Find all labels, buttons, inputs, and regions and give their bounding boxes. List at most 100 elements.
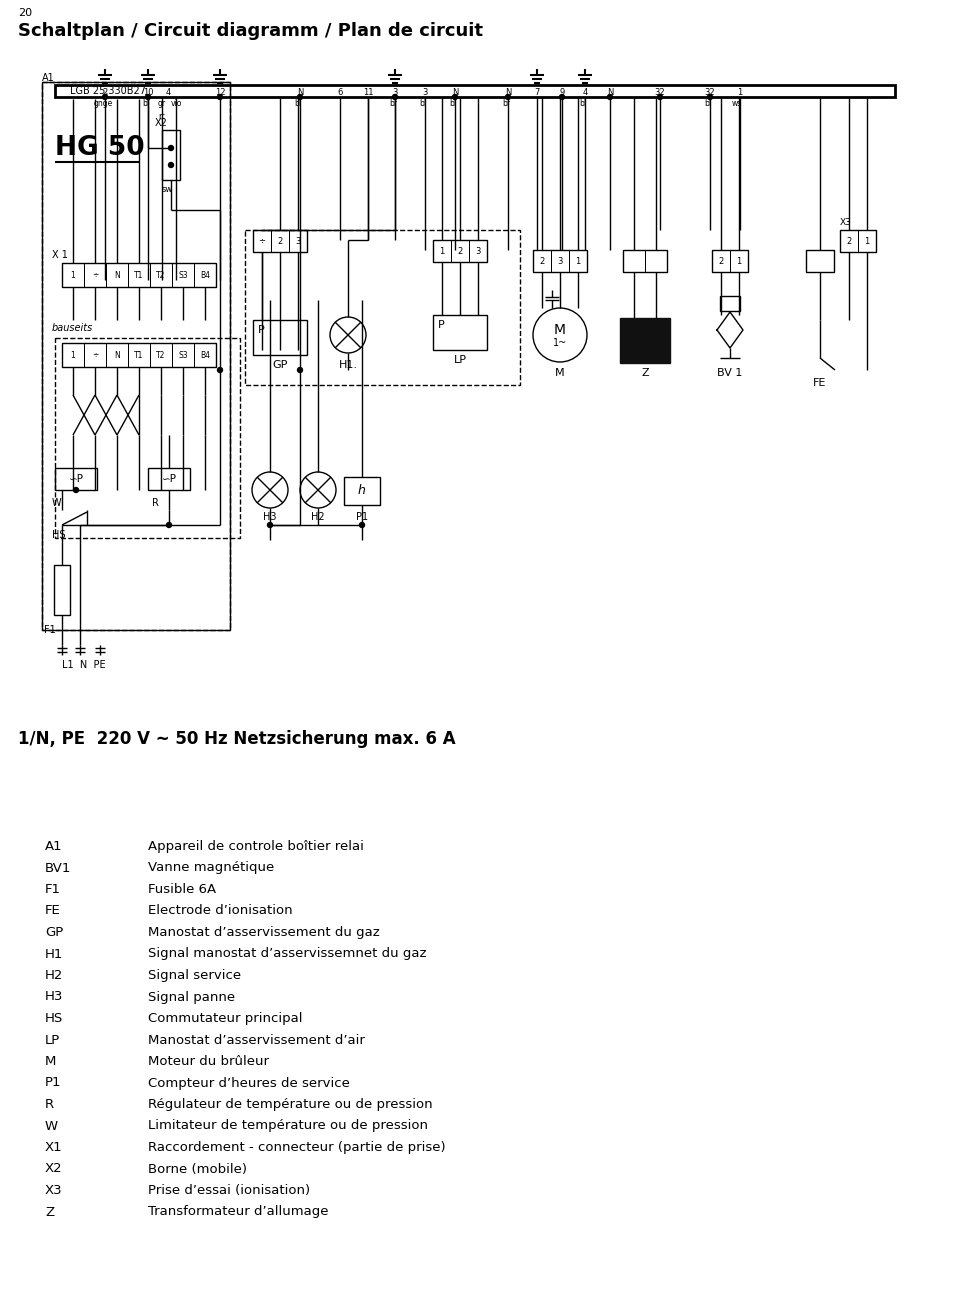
Circle shape bbox=[452, 94, 458, 99]
Bar bbox=[623, 250, 667, 273]
Text: 2: 2 bbox=[718, 257, 724, 266]
Text: Z: Z bbox=[641, 368, 649, 378]
Bar bbox=[84, 263, 106, 287]
Circle shape bbox=[359, 523, 365, 528]
Text: Z: Z bbox=[45, 1205, 54, 1218]
Bar bbox=[720, 296, 740, 310]
Text: N: N bbox=[505, 87, 511, 96]
Text: 10: 10 bbox=[143, 87, 154, 96]
Text: X2: X2 bbox=[45, 1162, 62, 1175]
Text: Commutateur principal: Commutateur principal bbox=[148, 1012, 302, 1025]
Text: Compteur d’heures de service: Compteur d’heures de service bbox=[148, 1077, 349, 1090]
Circle shape bbox=[169, 163, 174, 167]
Text: HS: HS bbox=[45, 1012, 63, 1025]
Text: R: R bbox=[45, 1098, 54, 1111]
Text: Schaltplan / Circuit diagramm / Plan de circuit: Schaltplan / Circuit diagramm / Plan de … bbox=[18, 22, 483, 40]
Text: bl: bl bbox=[295, 99, 301, 108]
Text: X1: X1 bbox=[45, 1141, 62, 1154]
Circle shape bbox=[298, 368, 302, 373]
Text: 4: 4 bbox=[165, 87, 171, 96]
Circle shape bbox=[658, 94, 662, 99]
Text: 1: 1 bbox=[736, 257, 742, 266]
Text: 1~: 1~ bbox=[553, 338, 567, 348]
Bar bbox=[840, 230, 876, 252]
Text: sw: sw bbox=[162, 185, 173, 194]
Text: W: W bbox=[45, 1120, 59, 1132]
Text: bl: bl bbox=[142, 99, 150, 108]
Text: Electrode d’ionisation: Electrode d’ionisation bbox=[148, 905, 293, 918]
Text: P: P bbox=[258, 325, 265, 335]
Text: H1: H1 bbox=[45, 948, 63, 961]
Text: Moteur du brûleur: Moteur du brûleur bbox=[148, 1055, 269, 1068]
Bar bbox=[55, 85, 895, 96]
Bar bbox=[62, 263, 84, 287]
Bar bbox=[42, 82, 230, 630]
Bar bbox=[148, 468, 190, 490]
Text: H1.: H1. bbox=[339, 360, 357, 370]
Circle shape bbox=[74, 488, 79, 493]
Text: Manostat d’asservissement d’air: Manostat d’asservissement d’air bbox=[148, 1034, 365, 1047]
Text: 2: 2 bbox=[103, 87, 108, 96]
Text: 3: 3 bbox=[393, 87, 397, 96]
Text: T1: T1 bbox=[134, 351, 144, 360]
Text: br: br bbox=[502, 99, 510, 108]
Text: A1: A1 bbox=[45, 840, 62, 853]
Text: N: N bbox=[114, 270, 120, 279]
Bar bbox=[253, 319, 307, 355]
Text: 3: 3 bbox=[296, 236, 300, 245]
Circle shape bbox=[103, 94, 108, 99]
Text: bl: bl bbox=[449, 99, 457, 108]
Circle shape bbox=[268, 523, 273, 528]
Text: B4: B4 bbox=[200, 351, 210, 360]
Text: S3: S3 bbox=[179, 351, 188, 360]
Bar bbox=[620, 318, 670, 363]
Bar bbox=[162, 130, 180, 180]
Bar bbox=[55, 338, 240, 539]
Text: BV 1: BV 1 bbox=[717, 368, 743, 378]
Circle shape bbox=[608, 94, 612, 99]
Bar bbox=[289, 230, 307, 252]
Bar bbox=[730, 250, 748, 273]
Text: M: M bbox=[45, 1055, 57, 1068]
Bar bbox=[858, 230, 876, 252]
Text: GP: GP bbox=[45, 926, 63, 939]
Text: ÷: ÷ bbox=[92, 351, 98, 360]
Text: 1: 1 bbox=[71, 270, 76, 279]
Bar bbox=[433, 240, 451, 262]
Text: X 1: X 1 bbox=[52, 250, 68, 259]
Text: 3: 3 bbox=[475, 246, 481, 256]
Text: Appareil de controle boîtier relai: Appareil de controle boîtier relai bbox=[148, 840, 364, 853]
Text: Prise d’essai (ionisation): Prise d’essai (ionisation) bbox=[148, 1184, 310, 1197]
Bar bbox=[712, 250, 748, 273]
Text: T2: T2 bbox=[156, 270, 166, 279]
Bar bbox=[451, 240, 469, 262]
Bar bbox=[172, 263, 194, 287]
Text: LGB 25.330B27: LGB 25.330B27 bbox=[70, 86, 146, 96]
Text: M: M bbox=[554, 323, 566, 336]
Text: Signal panne: Signal panne bbox=[148, 991, 235, 1004]
Circle shape bbox=[298, 94, 302, 99]
Text: 1: 1 bbox=[71, 351, 76, 360]
Bar bbox=[551, 250, 569, 273]
Text: 6: 6 bbox=[337, 87, 343, 96]
Text: Limitateur de température ou de pression: Limitateur de température ou de pression bbox=[148, 1120, 428, 1132]
Text: S3: S3 bbox=[179, 270, 188, 279]
Bar bbox=[840, 230, 858, 252]
Text: gr: gr bbox=[158, 99, 166, 108]
Bar bbox=[128, 263, 150, 287]
Text: 11: 11 bbox=[363, 87, 373, 96]
Text: Signal manostat d’asservissemnet du gaz: Signal manostat d’asservissemnet du gaz bbox=[148, 948, 426, 961]
Text: H2: H2 bbox=[45, 969, 63, 982]
Bar bbox=[806, 250, 834, 273]
Bar bbox=[62, 343, 84, 366]
Text: X3: X3 bbox=[840, 218, 852, 227]
Bar bbox=[106, 263, 128, 287]
Text: HS: HS bbox=[52, 529, 65, 540]
Text: N: N bbox=[452, 87, 458, 96]
Bar bbox=[253, 230, 271, 252]
Text: B4: B4 bbox=[200, 270, 210, 279]
Circle shape bbox=[506, 94, 511, 99]
Circle shape bbox=[560, 94, 564, 99]
Bar bbox=[533, 250, 551, 273]
Text: Transformateur d’allumage: Transformateur d’allumage bbox=[148, 1205, 328, 1218]
